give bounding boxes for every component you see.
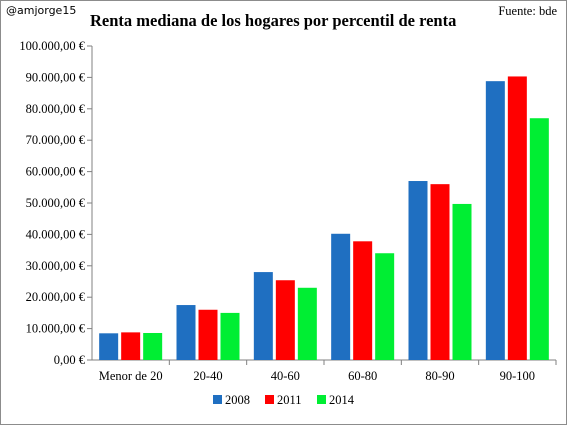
y-tick-label: 0,00 € [54,353,86,367]
bar-2011-4 [353,241,373,360]
bar-2014-1 [143,332,163,360]
bar-2008-5 [408,181,428,360]
bar-2008-2 [176,305,196,360]
legend-swatch-2014 [317,395,326,404]
y-tick-label: 40.000,00 € [26,227,86,241]
chart-title: Renta mediana de los hogares por percent… [90,11,457,30]
y-tick-label: 60.000,00 € [26,165,86,179]
legend-swatch-2011 [265,395,274,404]
bar-2011-5 [430,184,450,360]
bar-2014-2 [220,312,240,360]
legend-swatch-2008 [213,395,222,404]
bar-2011-6 [507,76,527,360]
x-tick-label: 40-60 [271,369,300,383]
bar-2014-3 [297,287,317,360]
x-tick-label: 20-40 [193,369,222,383]
bar-2014-5 [452,203,472,360]
x-tick-label: 90-100 [500,369,535,383]
legend-label-2011: 2011 [277,393,302,407]
y-tick-label: 80.000,00 € [26,102,86,116]
y-tick-label: 70.000,00 € [26,133,86,147]
bar-2008-3 [253,272,273,360]
bar-2011-3 [275,280,295,360]
bar-2014-6 [529,118,549,360]
y-tick-label: 10.000,00 € [26,322,86,336]
bar-2008-1 [99,333,119,360]
legend-label-2008: 2008 [225,393,250,407]
y-tick-label: 100.000,00 € [19,39,85,53]
x-tick-label: 80-90 [425,369,454,383]
bar-2008-6 [485,81,505,360]
y-tick-label: 50.000,00 € [26,196,86,210]
y-tick-label: 20.000,00 € [26,290,86,304]
x-tick-label: Menor de 20 [99,369,163,383]
author-handle: @amjorge15 [6,4,77,17]
bar-2008-4 [331,233,351,360]
y-tick-label: 90.000,00 € [26,70,86,84]
source-label: Fuente: bde [498,4,557,18]
x-tick-label: 60-80 [348,369,377,383]
bar-2014-4 [375,253,395,360]
legend-label-2014: 2014 [329,393,355,407]
y-tick-label: 30.000,00 € [26,259,86,273]
bar-2011-1 [121,332,141,360]
bar-2011-2 [198,309,218,360]
